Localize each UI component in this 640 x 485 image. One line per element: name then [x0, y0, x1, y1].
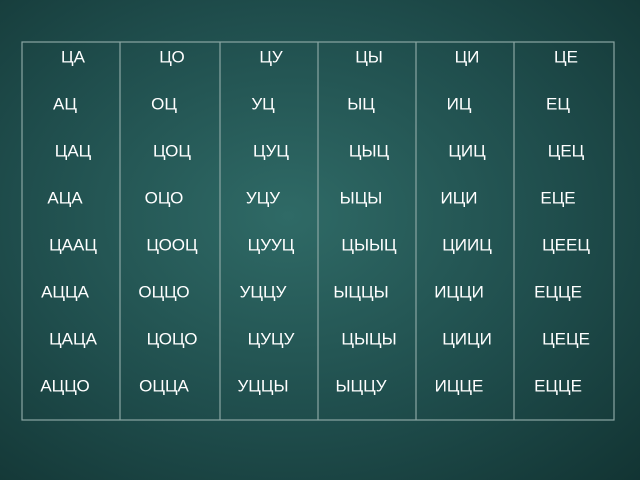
- syllable: ИЦ: [447, 94, 472, 113]
- syllable: ЫЦЦУ: [336, 376, 387, 395]
- syllable: ИЦЦИ: [434, 282, 484, 301]
- syllable: ЦЫЦ: [349, 141, 390, 160]
- syllable: УЦЦУ: [240, 282, 287, 301]
- syllable: ЫЦ: [347, 94, 375, 113]
- syllable: ЦИИЦ: [442, 235, 492, 254]
- syllable: ЦАЦ: [55, 141, 92, 160]
- syllable: АЦА: [47, 188, 83, 207]
- syllable: ЦААЦ: [49, 235, 97, 254]
- syllable: АЦ: [53, 94, 77, 113]
- syllable: ЦЕЕЦ: [542, 235, 590, 254]
- syllable: ЫЦЫ: [340, 188, 383, 207]
- syllable: ИЦЦЕ: [435, 376, 484, 395]
- syllable: АЦЦО: [40, 376, 89, 395]
- syllable: ЦУ: [259, 47, 283, 66]
- syllable: ОЦЦА: [139, 376, 189, 395]
- syllable: ЦООЦ: [146, 235, 198, 254]
- syllable: ЦЫЦЫ: [341, 329, 396, 348]
- syllable: ЦОЦ: [153, 141, 191, 160]
- syllable: ЦОЦО: [147, 329, 198, 348]
- syllable: ОЦО: [145, 188, 184, 207]
- syllable: ЦО: [159, 47, 184, 66]
- syllable: ОЦЦО: [138, 282, 189, 301]
- syllable: ОЦ: [151, 94, 177, 113]
- syllable: УЦ: [251, 94, 275, 113]
- syllable: ЦИ: [455, 47, 480, 66]
- syllable: УЦУ: [246, 188, 280, 207]
- syllable: ЦУЦУ: [248, 329, 295, 348]
- syllable: ЕЦ: [546, 94, 570, 113]
- syllable: ЫЦЦЫ: [333, 282, 388, 301]
- syllable: ЦИЦ: [448, 141, 486, 160]
- syllable: ЦА: [61, 47, 86, 66]
- syllable: АЦЦА: [41, 282, 89, 301]
- syllable: ЦЕЦ: [548, 141, 585, 160]
- syllable: ЦЫЫЦ: [341, 235, 397, 254]
- syllable: ЦАЦА: [49, 329, 97, 348]
- syllable: ЕЦЕ: [540, 188, 575, 207]
- syllable: ЕЦЦЕ: [534, 282, 582, 301]
- syllable: ЦУЦ: [253, 141, 289, 160]
- syllable: ЦЫ: [355, 47, 383, 66]
- syllable: УЦЦЫ: [238, 376, 289, 395]
- syllable: ЦИЦИ: [442, 329, 492, 348]
- syllable: ЦУУЦ: [248, 235, 295, 254]
- syllable: ЦЕ: [554, 47, 578, 66]
- syllable: ЕЦЦЕ: [534, 376, 582, 395]
- syllable: ИЦИ: [440, 188, 477, 207]
- syllable: ЦЕЦЕ: [542, 329, 590, 348]
